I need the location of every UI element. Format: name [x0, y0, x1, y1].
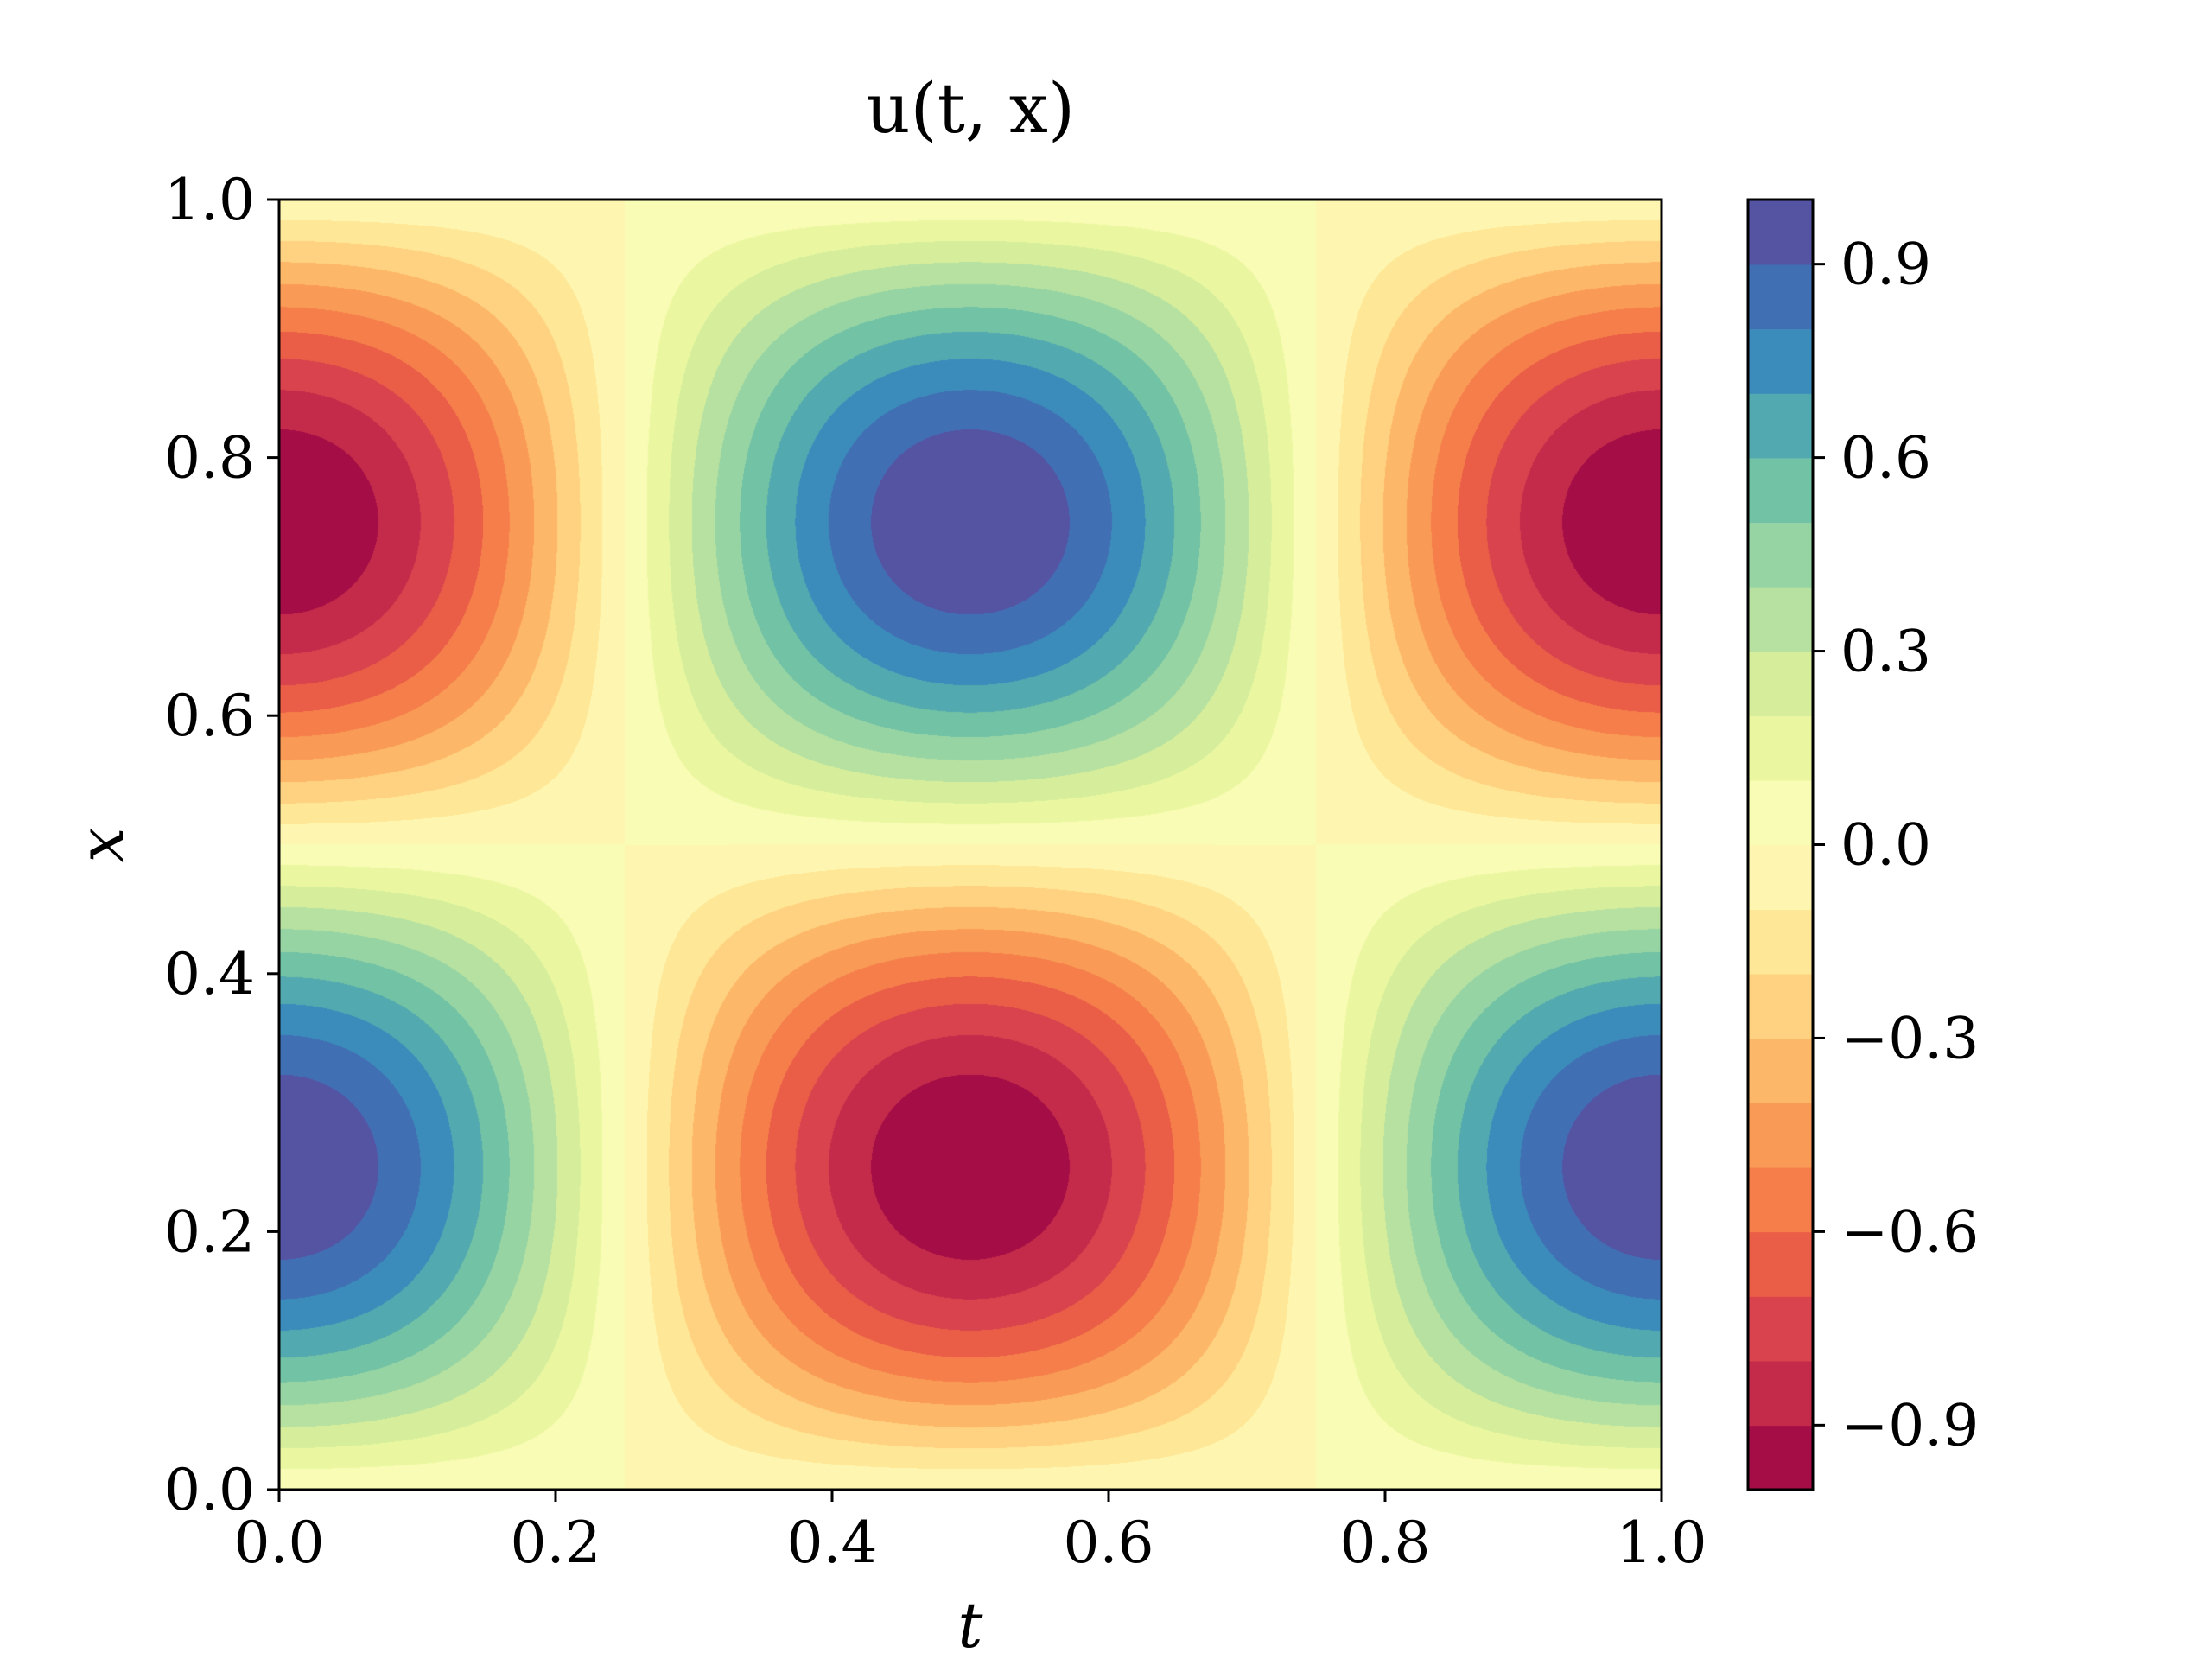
- y-tick-label: 1.0: [164, 167, 255, 233]
- colorbar-segment: [1748, 200, 1813, 265]
- colorbar-segment: [1748, 844, 1813, 910]
- colorbar-segment: [1748, 264, 1813, 330]
- colorbar-segment: [1748, 1038, 1813, 1103]
- x-tick-label: 0.4: [787, 1510, 878, 1576]
- colorbar: [1748, 200, 1813, 1491]
- colorbar-segment: [1748, 715, 1813, 781]
- colorbar-segment: [1748, 1231, 1813, 1297]
- y-tick-label: 0.4: [164, 941, 255, 1007]
- colorbar-segment: [1748, 1103, 1813, 1168]
- x-tick-label: 0.8: [1340, 1510, 1431, 1576]
- colorbar-tick-label: 0.3: [1840, 619, 1931, 685]
- colorbar-tick-label: −0.6: [1840, 1198, 1979, 1265]
- colorbar-tick-label: 0.9: [1840, 232, 1931, 298]
- y-tick-label: 0.0: [164, 1457, 255, 1523]
- x-axis-title: t: [958, 1589, 984, 1659]
- colorbar-segment: [1748, 1166, 1813, 1233]
- y-tick-label: 0.6: [164, 683, 255, 749]
- chart-title: u(t, x): [866, 68, 1075, 149]
- colorbar-segment: [1748, 457, 1813, 524]
- colorbar-segment: [1748, 392, 1813, 459]
- colorbar-segment: [1748, 909, 1813, 975]
- colorbar-segment: [1748, 973, 1813, 1039]
- y-tick-label: 0.2: [164, 1198, 255, 1265]
- x-axis: 0.0 0.2 0.4 0.6 0.8 1.0: [234, 1490, 1707, 1576]
- colorbar-segment: [1748, 651, 1813, 716]
- colorbar-tick-label: −0.9: [1840, 1392, 1979, 1459]
- colorbar-tick-label: −0.3: [1840, 1005, 1979, 1071]
- colorbar-segment: [1748, 328, 1813, 394]
- colorbar-segment: [1748, 1296, 1813, 1362]
- colorbar-tick-label: 0.6: [1840, 425, 1931, 492]
- colorbar-segment: [1748, 586, 1813, 652]
- x-tick-label: 1.0: [1617, 1510, 1707, 1576]
- y-axis-title: x: [65, 828, 137, 863]
- y-tick-label: 0.8: [164, 425, 255, 492]
- x-tick-label: 0.2: [511, 1510, 601, 1576]
- colorbar-tick-label: 0.0: [1840, 812, 1931, 879]
- contour-field: [279, 200, 1662, 1490]
- plot-area: [279, 200, 1662, 1490]
- x-tick-label: 0.0: [234, 1510, 325, 1576]
- y-axis: 0.0 0.2 0.4 0.6 0.8 1.0: [164, 167, 279, 1523]
- colorbar-segment: [1748, 1425, 1813, 1491]
- colorbar-segment: [1748, 779, 1813, 846]
- plot-frame: [277, 198, 1663, 1491]
- colorbar-segment: [1748, 1360, 1813, 1427]
- colorbar-segment: [1748, 522, 1813, 588]
- colorbar-ticks: 0.9 0.6 0.3 0.0 −0.3 −0.6 −0.9: [1813, 232, 1979, 1459]
- x-tick-label: 0.6: [1064, 1510, 1154, 1576]
